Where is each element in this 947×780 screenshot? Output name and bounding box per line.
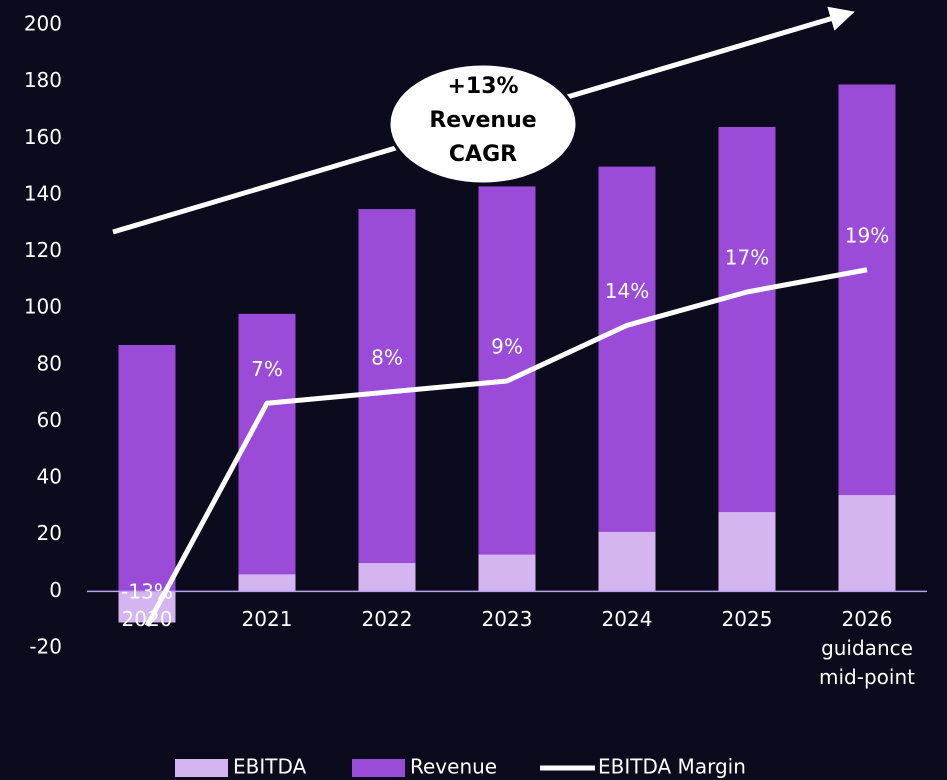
bar	[118, 344, 176, 592]
x-tick-label: 2021	[241, 607, 293, 632]
x-tick-label: 2026 guidance mid-point	[819, 607, 915, 690]
bar	[118, 591, 176, 623]
bar	[358, 563, 416, 592]
bar	[838, 495, 896, 592]
bar	[478, 186, 536, 592]
cagr-annotation: +13% Revenue CAGR	[112, 6, 855, 235]
bar	[598, 166, 656, 592]
y-tick-label: 0	[49, 578, 62, 602]
plot-area: -20 0 20 40 60 80 100 120 140 160 180 200 -13% 7% 8% 9%…	[24, 12, 927, 659]
x-tick-label: 2024	[601, 607, 653, 632]
bar	[598, 531, 656, 592]
y-tick-label: 20	[37, 521, 62, 545]
bar	[718, 512, 776, 592]
cagr-bubble	[387, 62, 579, 186]
legend-swatch	[175, 759, 228, 777]
x-tick-label: 2023	[481, 607, 533, 632]
data-label: 19%	[845, 223, 889, 247]
y-tick-label: -20	[29, 635, 62, 659]
y-tick-label: 60	[37, 408, 62, 432]
annotation-line: Revenue	[429, 108, 536, 133]
data-label: 17%	[725, 246, 769, 270]
data-label: -13%	[121, 579, 173, 603]
data-label: 9%	[491, 335, 523, 359]
legend: EBITDA Revenue EBITDA Margin	[175, 755, 746, 779]
y-tick-label: 80	[37, 351, 62, 375]
bar	[238, 574, 296, 592]
y-tick-label: 180	[24, 68, 62, 92]
x-tick-label: 2025	[721, 607, 773, 632]
data-label: 8%	[371, 346, 403, 370]
bar	[358, 209, 416, 592]
legend-label: Revenue	[410, 755, 497, 779]
annotation-line: CAGR	[449, 142, 517, 167]
x-tick-label: 2022	[361, 607, 413, 632]
y-tick-label: 100	[24, 295, 62, 319]
y-tick-label: 160	[24, 125, 62, 149]
annotation-line: +13%	[447, 74, 518, 99]
margin-line	[144, 267, 868, 627]
data-label: 14%	[605, 279, 649, 303]
bar	[238, 313, 296, 592]
y-tick-label: 140	[24, 181, 62, 205]
legend-swatch	[352, 759, 405, 777]
legend-label: EBITDA Margin	[598, 755, 746, 779]
data-label: 7%	[251, 357, 283, 381]
y-tick-label: 200	[24, 12, 62, 36]
bar	[478, 554, 536, 592]
y-tick-label: 40	[37, 465, 62, 489]
y-tick-label: 120	[24, 238, 62, 262]
legend-label: EBITDA	[233, 755, 307, 779]
x-tick-label: 2020	[121, 607, 173, 632]
